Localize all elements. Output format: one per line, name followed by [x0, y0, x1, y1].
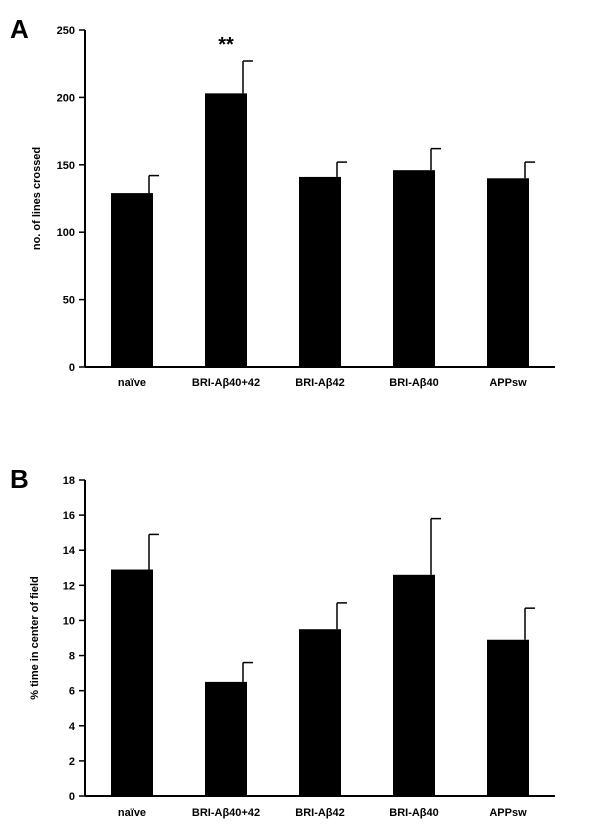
x-tick-label: APPsw [489, 807, 527, 819]
bar [111, 569, 153, 796]
y-tick-label: 250 [57, 25, 75, 37]
x-tick-label: BRI-Aβ42 [295, 807, 345, 819]
x-tick-label: APPsw [489, 377, 527, 389]
panel-letter: B [10, 464, 29, 494]
y-tick-label: 200 [57, 92, 75, 104]
y-tick-label: 16 [63, 510, 75, 522]
x-tick-label: BRI-Aβ40+42 [192, 807, 260, 819]
y-tick-label: 12 [63, 580, 75, 592]
y-axis-label: % time in center of field [29, 576, 41, 699]
y-tick-label: 0 [69, 791, 75, 803]
chart-panel-b: B 0 2 4 6 8 10 12 14 16 18 % time in center of fiel… [10, 464, 555, 819]
bar [487, 639, 529, 796]
chart-panel-a: A 0 50 100 150 200 250 no. of lines crossed naïv… [10, 14, 555, 389]
y-tick-label: 100 [57, 227, 75, 239]
bar [111, 193, 153, 367]
y-tick-label: 150 [57, 160, 75, 172]
x-tick-label: BRI-Aβ40 [389, 807, 439, 819]
y-axis-label: no. of lines crossed [31, 147, 43, 250]
bar [393, 574, 435, 796]
panel-letter: A [10, 14, 29, 44]
bar [393, 170, 435, 367]
y-tick-label: 50 [63, 295, 75, 307]
y-tick-label: 6 [69, 686, 75, 698]
x-tick-label: naïve [118, 377, 146, 389]
bar [299, 629, 341, 796]
x-tick-label: BRI-Aβ40+42 [192, 377, 260, 389]
bar [205, 93, 247, 367]
bar [299, 176, 341, 367]
y-tick-label: 8 [69, 651, 75, 663]
significance-marker: ** [218, 34, 234, 56]
y-tick-label: 14 [63, 545, 76, 557]
y-tick-label: 4 [69, 721, 76, 733]
y-tick-label: 2 [69, 756, 75, 768]
x-tick-label: BRI-Aβ40 [389, 377, 439, 389]
y-tick-label: 0 [69, 362, 75, 374]
y-tick-label: 10 [63, 615, 75, 627]
x-tick-label: BRI-Aβ42 [295, 377, 345, 389]
bar [205, 681, 247, 796]
y-tick-label: 18 [63, 475, 75, 487]
bar [487, 178, 529, 367]
x-tick-label: naïve [118, 807, 146, 819]
